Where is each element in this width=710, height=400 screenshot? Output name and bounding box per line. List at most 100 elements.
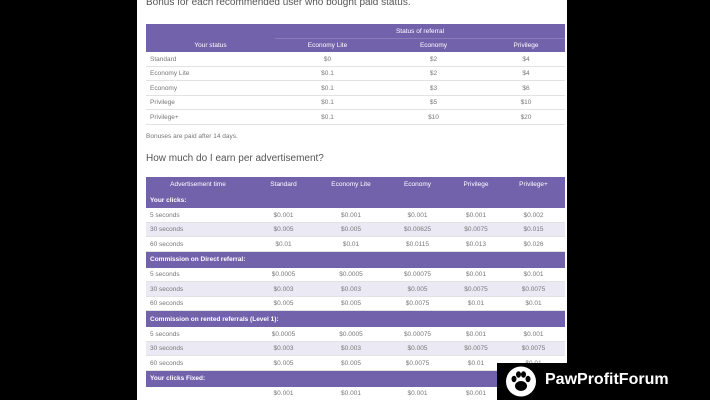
table-row	[146, 66, 565, 81]
table-cell: $0.005	[273, 226, 294, 234]
table-cell: $5	[429, 99, 438, 107]
table-cell: $0.001	[466, 211, 486, 219]
table-cell: $0.003	[273, 345, 294, 353]
table-cell: $6	[522, 84, 530, 92]
table-cell: $0.001	[273, 390, 294, 398]
row-label: 60 seconds	[150, 240, 184, 248]
row-label: Privilege	[150, 99, 175, 107]
bonus-heading: Bonus for each recommended user who boug…	[146, 0, 411, 8]
table-row	[146, 267, 565, 282]
table-cell: $0.0005	[339, 271, 363, 279]
row-label: Economy	[150, 84, 178, 92]
table-row	[146, 341, 565, 356]
watermark: PawProfitForum	[497, 363, 710, 400]
table-cell: $0.0075	[521, 345, 546, 353]
table-cell: $2	[429, 70, 438, 78]
column-header: Standard	[270, 181, 297, 188]
table-cell: $0.003	[273, 285, 294, 293]
table-cell: $0.005	[273, 300, 294, 308]
table-cell: $0.0005	[271, 330, 296, 338]
table-cell: $0.001	[407, 211, 428, 219]
table-cell: $0.005	[407, 285, 428, 293]
table-cell: $0.01	[467, 300, 485, 308]
table-cell: $3	[429, 84, 438, 92]
row-label: 60 seconds	[150, 359, 184, 367]
table-row	[146, 327, 565, 342]
table-cell: $0.001	[466, 390, 486, 398]
table-cell: $4	[522, 70, 530, 78]
earn-heading: How much do I earn per advertisement?	[146, 153, 324, 164]
section-header	[146, 192, 565, 208]
content-area: Bonus for each recommended user who boug…	[137, 0, 567, 400]
table-cell: $10	[520, 99, 532, 107]
table-cell: $0.1	[321, 99, 334, 107]
table-row	[146, 208, 565, 223]
row-label: Privilege+	[150, 113, 179, 121]
section-header	[146, 370, 565, 387]
table-row	[146, 52, 565, 67]
table-cell: $0.0075	[464, 226, 488, 234]
column-header: Economy Lite	[331, 181, 371, 188]
section-title: Your clicks Fixed:	[150, 375, 206, 382]
table-cell: $0.005	[407, 345, 428, 353]
column-header: Privilege	[463, 181, 489, 188]
table-row	[146, 110, 565, 125]
table-cell: $0.01	[525, 300, 542, 308]
table-cell: $0.001	[523, 330, 544, 338]
table-cell: $0.0075	[405, 300, 430, 308]
table-cell: $0.0075	[464, 345, 488, 353]
table-cell: $0.005	[273, 359, 294, 367]
row-label: Economy Lite	[150, 70, 190, 78]
section-title: Commission on rented referrals (Level 1)…	[150, 315, 279, 323]
table-cell: $0.001	[466, 330, 486, 338]
table-cell: $0.005	[341, 300, 361, 308]
column-header: Economy	[403, 181, 432, 188]
table-cell: $0.0115	[405, 240, 429, 248]
table-cell: $0.0005	[339, 330, 363, 338]
table-cell: $0.003	[341, 285, 361, 293]
table-cell: $0.00075	[403, 330, 432, 338]
row-label: 30 seconds	[150, 285, 184, 293]
table-cell: $0.003	[341, 345, 361, 353]
table-cell: $0.00075	[403, 271, 432, 279]
section-header	[146, 251, 565, 268]
table-cell: $0.001	[341, 390, 361, 398]
column-header: Advertisement time	[170, 181, 226, 188]
table-cell: $0.1	[321, 113, 334, 121]
table-cell: $0.0075	[521, 285, 546, 293]
table-cell: $0.013	[466, 240, 486, 248]
row-label: 5 seconds	[150, 271, 180, 279]
section-title: Your clicks:	[150, 196, 187, 204]
table-row	[146, 282, 565, 297]
table-cell: $0.005	[341, 359, 361, 367]
row-label: Standard	[150, 55, 177, 63]
table-row	[146, 95, 565, 110]
column-header: Privilege+	[519, 181, 548, 188]
table-cell: $0	[323, 55, 332, 63]
group-header: Status of referral	[395, 27, 445, 35]
table-cell: $20	[520, 113, 532, 121]
table-cell: $0.002	[523, 211, 544, 219]
row-label: 5 seconds	[150, 211, 180, 219]
table-cell: $0.01	[467, 359, 485, 367]
table-cell: $0.015	[523, 226, 544, 234]
table-header	[146, 177, 565, 192]
watermark-text: PawProfitForum	[545, 371, 669, 388]
row-label: 5 seconds	[150, 330, 180, 338]
column-header: Your status	[194, 41, 227, 49]
table-cell: $0.1	[321, 84, 334, 92]
table-cell: $0.001	[466, 271, 486, 279]
table-cell: $0.01	[342, 240, 360, 248]
table-cell: $0.1	[321, 70, 334, 78]
table-cell: $0.001	[407, 390, 428, 398]
row-label: 60 seconds	[150, 300, 184, 308]
table-cell: $0.0075	[405, 359, 430, 367]
column-header: Privilege	[513, 41, 539, 49]
column-header: Economy Lite	[307, 41, 348, 49]
bonus-note: Bonuses are paid after 14 days.	[146, 133, 238, 140]
row-label: 30 seconds	[150, 345, 184, 353]
table-row	[146, 237, 565, 252]
table-cell: $0.001	[523, 271, 544, 279]
table-cell: $0.005	[341, 226, 361, 234]
